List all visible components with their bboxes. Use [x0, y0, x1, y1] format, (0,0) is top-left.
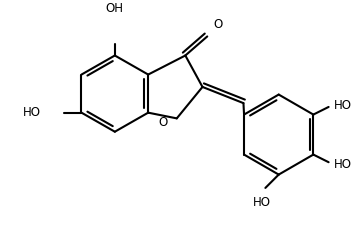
Text: O: O — [213, 18, 222, 31]
Text: O: O — [158, 116, 167, 129]
Text: HO: HO — [334, 158, 352, 171]
Text: HO: HO — [334, 99, 352, 112]
Text: OH: OH — [106, 3, 124, 16]
Text: HO: HO — [22, 106, 41, 119]
Text: HO: HO — [253, 196, 270, 209]
